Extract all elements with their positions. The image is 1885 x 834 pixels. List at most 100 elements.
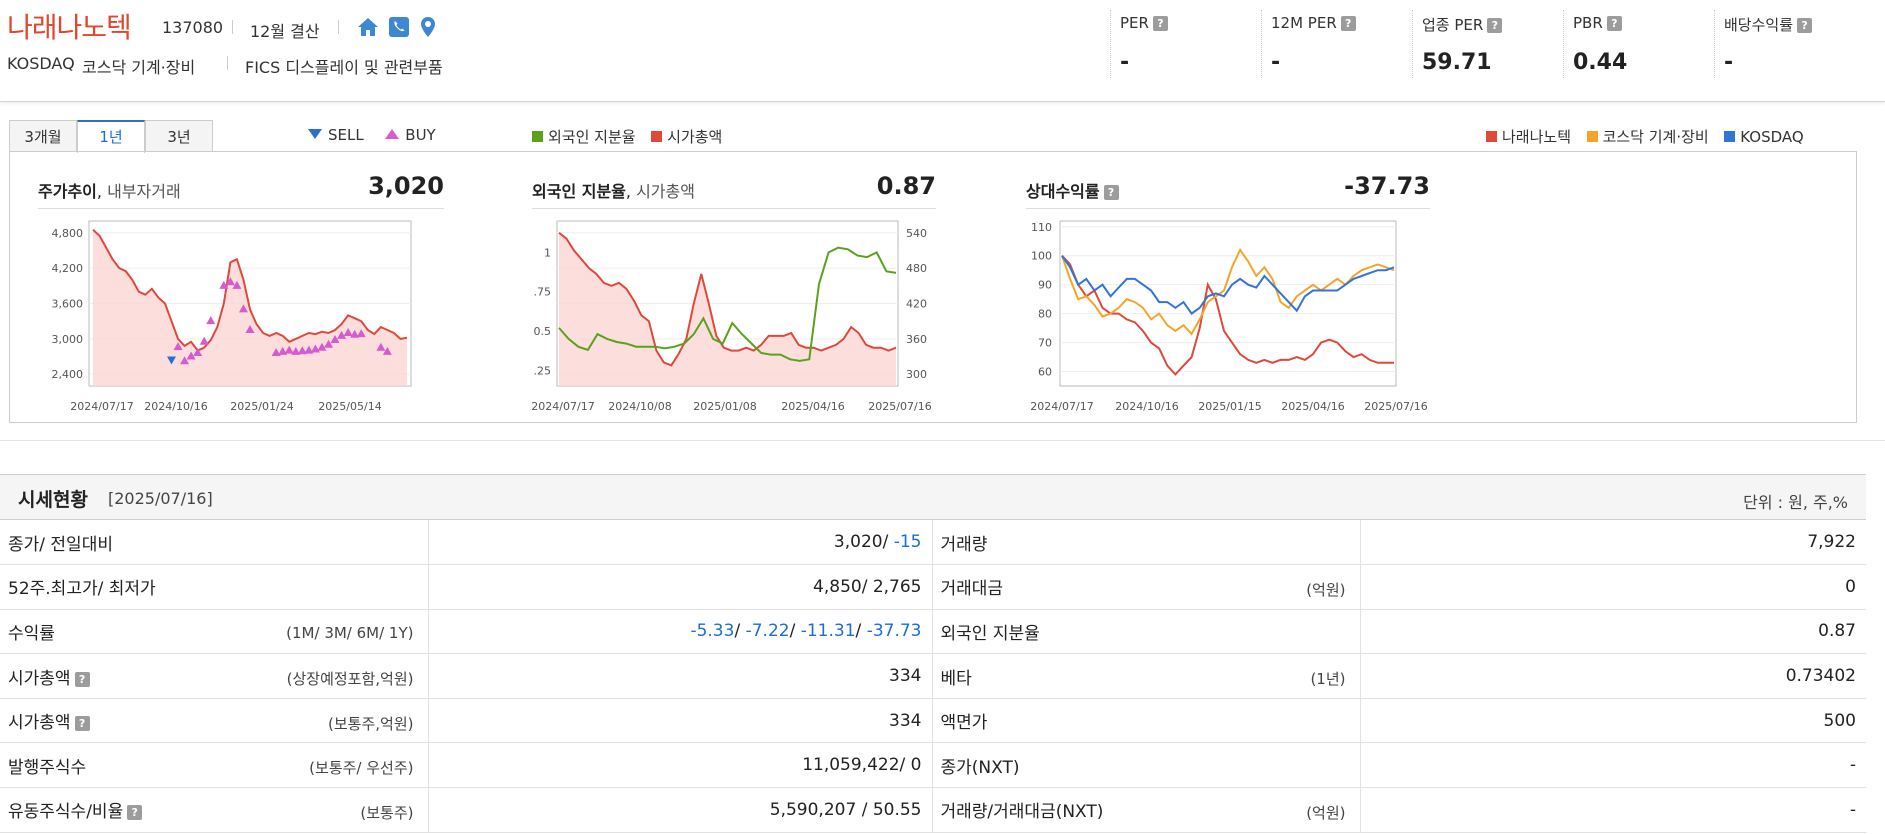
row-label: 외국인 지분율 xyxy=(932,609,1361,655)
help-icon[interactable]: ? xyxy=(74,716,90,732)
divider xyxy=(338,20,339,34)
help-icon[interactable]: ? xyxy=(1487,18,1503,33)
row-label: 시가총액? (상장예정포함,억원) xyxy=(0,653,429,699)
table-row: 유동주식수/비율? (보통주) 5,590,207 / 50.55 거래량/거래대… xyxy=(0,787,1866,833)
x-tick-label: 2025/07/16 xyxy=(868,400,931,413)
price-table-header: 시세현황 [2025/07/16] 단위 : 원, 주,% xyxy=(0,474,1866,520)
row-value: 5,590,207 / 50.55 xyxy=(428,787,933,833)
buy-marker xyxy=(343,327,353,336)
price-line xyxy=(92,229,408,352)
y-left-tick-label: .75 xyxy=(534,286,552,299)
y-tick-label: 70 xyxy=(1038,337,1052,350)
y-tick-label: 80 xyxy=(1038,308,1052,321)
help-icon[interactable]: ? xyxy=(1606,16,1622,31)
x-tick-label: 2025/04/16 xyxy=(1281,400,1344,413)
row-label: 유동주식수/비율? (보통주) xyxy=(0,787,429,833)
y-left-tick-label: 0.5 xyxy=(534,325,552,338)
row-value: 3,020/ -15 xyxy=(428,520,933,566)
buy-marker xyxy=(330,335,340,344)
buy-marker xyxy=(297,346,307,355)
buy-marker xyxy=(199,336,209,345)
kosdaq-return-line xyxy=(1061,255,1395,315)
x-tick-label: 2024/07/17 xyxy=(531,400,594,413)
row-label: 52주.최고가/ 최저가 xyxy=(0,564,429,610)
x-tick-label: 2025/01/08 xyxy=(693,400,756,413)
y-tick-label: 110 xyxy=(1031,221,1052,234)
phone-icon[interactable] xyxy=(387,15,411,39)
legend-swatch xyxy=(1586,131,1598,142)
chart-title-foreign: 외국인 지분율, 시가총액 xyxy=(532,182,695,201)
help-icon[interactable]: ? xyxy=(1152,16,1168,31)
y-tick-label: 2,400 xyxy=(52,368,84,381)
x-tick-label: 2024/07/17 xyxy=(1030,400,1093,413)
row-value: 334 xyxy=(428,698,933,744)
buy-marker xyxy=(304,345,314,354)
buy-marker xyxy=(186,351,196,360)
buy-marker xyxy=(180,356,190,365)
help-icon[interactable]: ? xyxy=(1797,18,1813,33)
settlement-month: 12월 결산 xyxy=(250,22,320,41)
tab-3-months[interactable]: 3개월 xyxy=(9,120,77,152)
y-tick-label: 100 xyxy=(1031,250,1052,263)
price-table-title: 시세현황 xyxy=(18,489,88,511)
location-pin-icon[interactable] xyxy=(416,15,440,39)
buy-marker xyxy=(219,280,229,289)
company-header: 나래나노텍 137080 12월 결산 KOSDAQ 코스닥 기계·장비 FIC… xyxy=(0,0,1885,102)
y-tick-label: 3,000 xyxy=(52,333,84,346)
buy-marker xyxy=(382,346,392,355)
table-row: 발행주식수 (보통주/ 우선주) 11,059,422/ 0 종가(NXT) - xyxy=(0,742,1866,789)
legend-foreign: 외국인 지분율 시가총액 xyxy=(532,126,722,147)
legend-trade: SELL BUY xyxy=(308,126,436,144)
metric-12m-per: 12M PER? - xyxy=(1261,0,1411,80)
metric-sector-per: 업종 PER? 59.71 xyxy=(1412,0,1562,80)
chart-value-relative: -37.73 xyxy=(1344,172,1430,200)
help-icon[interactable]: ? xyxy=(1340,16,1356,31)
y-right-tick-label: 360 xyxy=(906,333,927,346)
row-label: 종가/ 전일대비 xyxy=(0,520,429,566)
y-tick-label: 3,600 xyxy=(52,298,84,311)
row-value: - xyxy=(1360,742,1866,789)
sell-marker xyxy=(167,356,176,365)
y-right-tick-label: 540 xyxy=(906,227,927,240)
y-left-tick-label: .25 xyxy=(534,364,552,377)
market-name: KOSDAQ xyxy=(7,54,75,73)
legend-swatch xyxy=(532,131,543,142)
y-tick-label: 4,800 xyxy=(52,227,84,240)
row-value: 0.87 xyxy=(1360,609,1866,655)
y-tick-label: 4,200 xyxy=(52,262,84,275)
home-icon[interactable] xyxy=(356,15,380,39)
y-right-tick-label: 300 xyxy=(906,368,927,381)
table-row: 종가/ 전일대비 3,020/ -15 거래량 7,922 xyxy=(0,520,1866,566)
chart-title-price: 주가추이, 내부자거래 xyxy=(38,182,181,201)
help-icon[interactable]: ? xyxy=(1103,185,1119,200)
buy-marker xyxy=(376,342,386,351)
row-label: 거래대금 (억원) xyxy=(932,564,1361,610)
row-label: 거래량/거래대금(NXT) (억원) xyxy=(932,787,1361,833)
market-cap-line xyxy=(558,232,897,367)
fics-sector: FICS 디스플레이 및 관련부품 xyxy=(245,58,443,77)
help-icon[interactable]: ? xyxy=(127,805,143,821)
market-sector: 코스닥 기계·장비 xyxy=(82,58,196,77)
x-tick-label: 2025/04/16 xyxy=(781,400,844,413)
tab-1-year[interactable]: 1년 xyxy=(77,120,145,153)
divider xyxy=(232,20,233,34)
chart-value-price: 3,020 xyxy=(368,172,444,200)
help-icon[interactable]: ? xyxy=(74,671,90,687)
x-tick-label: 2024/10/16 xyxy=(144,400,207,413)
tab-3-years[interactable]: 3년 xyxy=(145,120,213,152)
charts-panel xyxy=(9,151,1857,423)
buy-marker-icon xyxy=(385,129,400,139)
row-label: 거래량 xyxy=(932,520,1361,566)
x-tick-label: 2025/01/15 xyxy=(1198,400,1261,413)
chart-value-foreign: 0.87 xyxy=(876,172,936,200)
chart-title-relative: 상대수익률? xyxy=(1026,178,1119,202)
buy-marker xyxy=(232,280,242,289)
company-return-line xyxy=(1061,255,1394,376)
metric-pbr: PBR? 0.44 xyxy=(1563,0,1713,80)
company-name: 나래나노텍 xyxy=(7,11,132,44)
price-table-unit: 단위 : 원, 주,% xyxy=(1743,493,1848,512)
buy-marker xyxy=(271,348,281,356)
buy-marker xyxy=(324,339,333,348)
table-row: 시가총액? (상장예정포함,억원) 334 베타 (1년) 0.73402 xyxy=(0,653,1866,699)
x-tick-label: 2025/07/16 xyxy=(1364,400,1427,413)
